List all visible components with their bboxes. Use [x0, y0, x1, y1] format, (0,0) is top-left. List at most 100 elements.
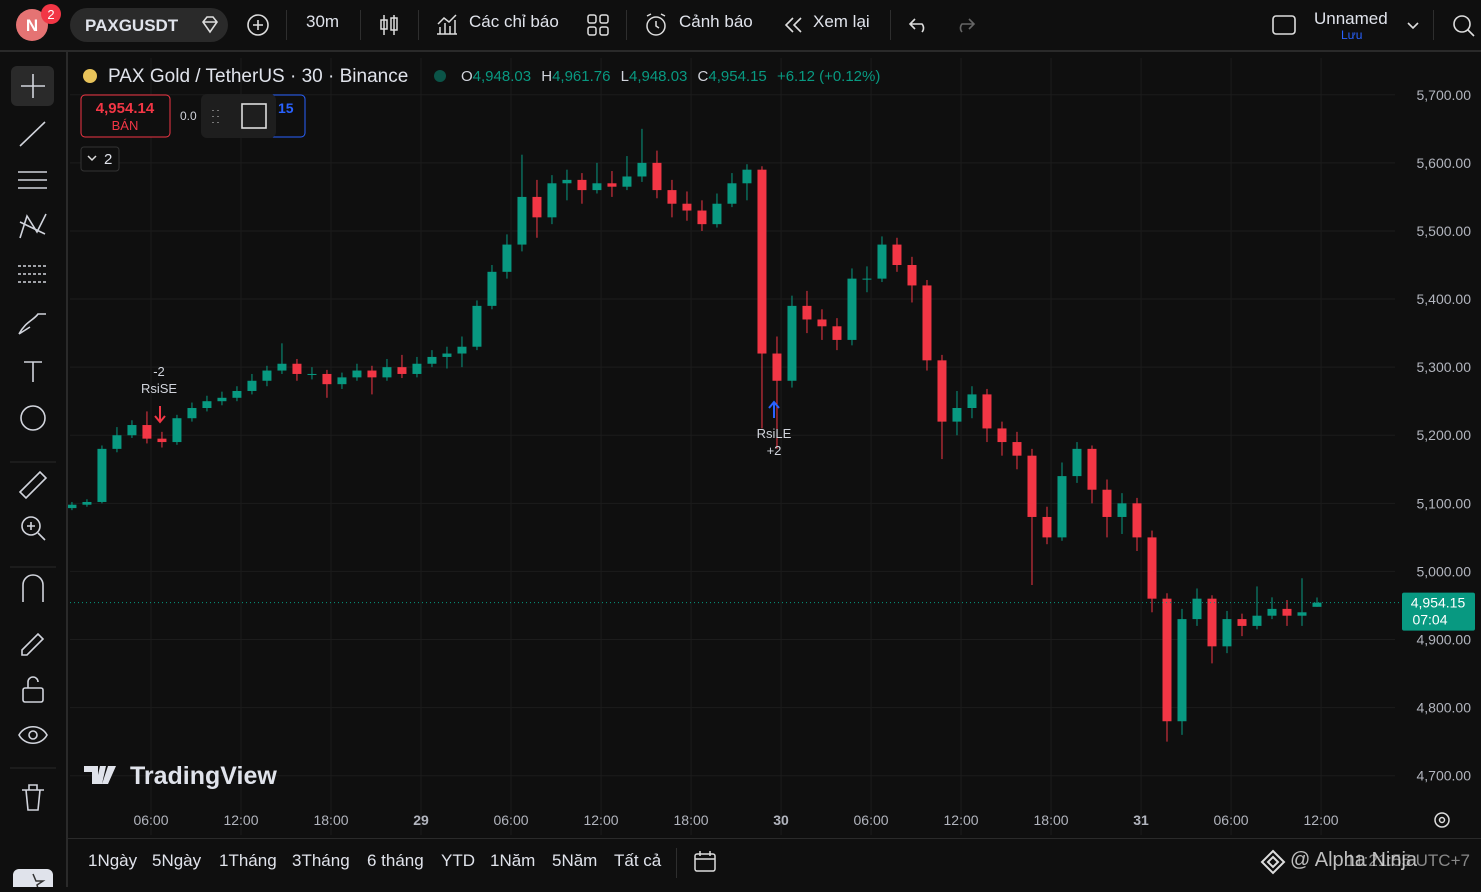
candle-body [262, 370, 272, 381]
templates[interactable] [586, 13, 610, 37]
avatar[interactable]: N 2 [0, 0, 66, 50]
credit: @ Alpha Ninja [1290, 849, 1418, 871]
layout-name[interactable]: Unnamed [1314, 9, 1388, 28]
candle-body [847, 278, 857, 340]
crosshair-tool[interactable] [21, 74, 45, 98]
timeframe-button[interactable]: 1Năm [490, 851, 536, 870]
brush-tool[interactable] [18, 313, 46, 335]
date-range[interactable] [692, 849, 718, 875]
settings-icon[interactable] [1434, 812, 1450, 828]
undo[interactable] [907, 13, 931, 37]
market-status [434, 70, 446, 82]
candle-body [1252, 615, 1262, 626]
buy-partial: 15 [278, 100, 294, 116]
indicators[interactable]: Các chỉ báo [469, 12, 559, 31]
candle-body [1087, 448, 1097, 490]
redo[interactable] [953, 13, 977, 37]
candle-body [1237, 619, 1247, 626]
sell-price: 4,954.14 [96, 100, 155, 117]
candle-body [922, 285, 932, 361]
timeframe-button[interactable]: 1Ngày [88, 851, 138, 870]
hide-tool[interactable] [18, 725, 48, 745]
o-value: 4,948.03 [473, 68, 531, 85]
candle-body [1222, 619, 1232, 647]
chart-type[interactable] [376, 12, 402, 38]
pattern-tool[interactable] [19, 213, 47, 239]
candle-body [967, 394, 977, 409]
timeframe-button[interactable]: YTD [441, 851, 475, 870]
watermark-text: TradingView [130, 762, 277, 790]
timeframe-button[interactable]: 5Ngày [152, 851, 202, 870]
change: +6.12 (+0.12%) [777, 68, 880, 85]
sell-label: BÁN [112, 118, 139, 133]
candle-body [157, 438, 167, 443]
projection-tool[interactable] [18, 265, 47, 283]
replay[interactable]: Xem lại [813, 12, 870, 31]
diamond-icon [202, 16, 218, 34]
trendline-tool[interactable] [19, 121, 46, 147]
replay-icon [784, 17, 802, 33]
watermark: TradingView [84, 762, 277, 790]
y-tick-label: 5,600.00 [1417, 155, 1472, 171]
annotation-qty: +2 [767, 443, 782, 458]
candle-body [742, 169, 752, 184]
delete-tool[interactable] [22, 784, 44, 811]
indicators-toggle[interactable] [80, 146, 120, 172]
candle-body [952, 408, 962, 422]
candle-body [802, 305, 812, 320]
zoom-tool[interactable] [21, 516, 41, 536]
timeframe-button[interactable]: 6 tháng [367, 851, 424, 870]
emoji-tool[interactable] [20, 405, 46, 431]
x-tick-label: 06:00 [133, 812, 168, 828]
price-axis-bg [1399, 52, 1481, 836]
x-tick-label: 12:00 [583, 812, 618, 828]
x-tick-label: 30 [773, 812, 789, 828]
candle-body [1297, 612, 1307, 616]
candle-body [472, 305, 482, 347]
symbol: PAXGUSDT [85, 16, 179, 35]
candle-body [1072, 448, 1082, 477]
separator [676, 848, 677, 878]
layout-icon[interactable] [1271, 12, 1297, 38]
lock-draw-tool[interactable] [21, 632, 45, 656]
text-tool[interactable] [24, 361, 42, 382]
last-price-tag [1402, 592, 1475, 631]
candle-body [1312, 602, 1322, 607]
credit-logo [1260, 849, 1286, 875]
clock[interactable]: 11:21:55 UTC+7 [1346, 851, 1470, 870]
o-label: O [461, 68, 473, 85]
last-price-label: 4,954.15 [1411, 595, 1466, 611]
measure-tool[interactable] [18, 470, 48, 500]
timeframe-button[interactable]: Tất cả [614, 851, 662, 870]
candle-body [97, 448, 107, 502]
favorite[interactable] [13, 869, 53, 887]
candle-body [427, 356, 437, 364]
candle-body [997, 428, 1007, 443]
drag-handle[interactable] [212, 110, 219, 123]
interval[interactable]: 30m [306, 12, 340, 31]
alerts[interactable]: Cảnh báo [679, 12, 753, 31]
timeframe-button[interactable]: 1Tháng [219, 851, 277, 870]
add-symbol[interactable] [245, 12, 271, 38]
sell-button[interactable] [80, 94, 171, 138]
candle-body [727, 183, 737, 204]
quick-search[interactable] [1449, 11, 1477, 39]
symbol-search[interactable]: PAXGUSDT [70, 8, 228, 42]
drawing-tools [10, 66, 56, 811]
candle-body [832, 326, 842, 340]
save[interactable]: Lưu [1341, 28, 1363, 42]
timeframe-button[interactable]: 3Tháng [292, 851, 350, 870]
rectangle-tool[interactable] [241, 103, 267, 129]
grid [70, 58, 1395, 835]
magnet-tool[interactable] [22, 574, 44, 602]
candles [68, 128, 1399, 742]
candle-body [307, 373, 317, 375]
y-tick-label: 4,900.00 [1417, 632, 1472, 648]
timeframe-button[interactable]: 5Năm [552, 851, 598, 870]
lock-tool[interactable] [22, 687, 44, 703]
candle-body [667, 190, 677, 204]
fib-tool[interactable] [18, 171, 47, 189]
layout-menu[interactable] [1405, 17, 1421, 33]
candle-body [232, 390, 242, 398]
